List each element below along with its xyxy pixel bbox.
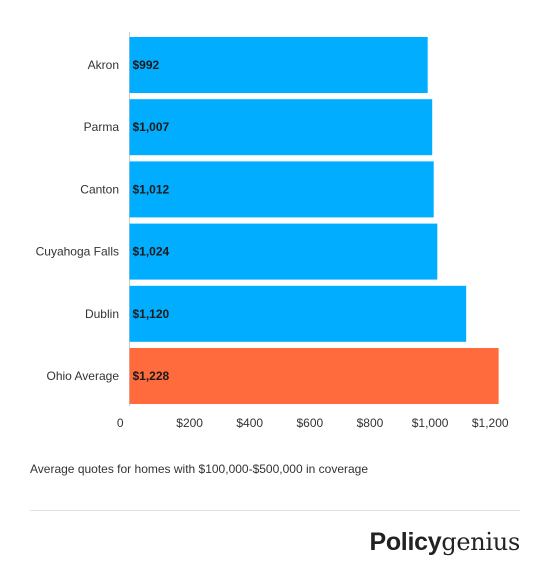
bar-canton xyxy=(129,161,434,218)
brand-logo: Policygenius xyxy=(369,528,520,557)
category-label-canton: Canton xyxy=(80,182,119,196)
x-tick-label-800: $800 xyxy=(357,416,384,430)
data-label-ohio-average: $1,228 xyxy=(133,369,170,383)
category-label-dublin: Dublin xyxy=(85,307,119,321)
category-label-parma: Parma xyxy=(84,120,120,134)
category-label-akron: Akron xyxy=(88,58,119,72)
brand-logo-part1: Policy xyxy=(369,528,442,556)
category-label-ohio-average: Ohio Average xyxy=(47,369,120,383)
chart-caption: Average quotes for homes with $100,000-$… xyxy=(30,462,369,476)
bar-cuyahoga-falls xyxy=(129,223,438,280)
bar-ohio-average xyxy=(129,348,499,404)
data-label-cuyahoga-falls: $1,024 xyxy=(133,245,170,259)
x-tick-label-1000: $1,000 xyxy=(412,416,449,430)
data-label-akron: $992 xyxy=(133,58,160,72)
brand-logo-part2: genius xyxy=(441,528,520,556)
bar-dublin xyxy=(129,285,467,342)
x-tick-label-200: $200 xyxy=(176,416,203,430)
x-tick-label-600: $600 xyxy=(297,416,324,430)
data-label-dublin: $1,120 xyxy=(133,307,170,321)
x-tick-label-1200: $1,200 xyxy=(472,416,509,430)
data-label-canton: $1,012 xyxy=(133,182,170,196)
divider xyxy=(30,510,520,511)
category-label-cuyahoga-falls: Cuyahoga Falls xyxy=(36,245,119,259)
x-tick-label-400: $400 xyxy=(236,416,263,430)
bar-chart: Akron Parma Canton Cuyahoga Falls Dublin Ohio… xyxy=(36,32,509,430)
bar-akron xyxy=(129,37,428,93)
x-tick-label-0: 0 xyxy=(117,416,124,430)
bar-parma xyxy=(129,99,433,156)
data-label-parma: $1,007 xyxy=(133,120,170,134)
